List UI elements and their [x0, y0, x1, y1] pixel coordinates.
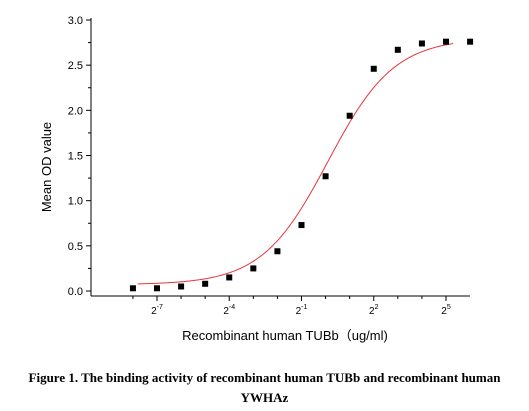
y-tick-label: 1.5 [68, 151, 83, 163]
figure-caption: Figure 1. The binding activity of recomb… [0, 368, 529, 408]
data-point [129, 285, 136, 292]
data-point [178, 283, 185, 290]
x-tick-label: 2-1 [296, 304, 308, 317]
data-point [394, 46, 401, 53]
y-tick-label: 2.0 [68, 105, 83, 117]
data-point [202, 280, 209, 287]
data-point [274, 248, 281, 255]
fit-curve [137, 43, 454, 285]
x-axis-label: Recombinant human TUBb（ug/ml) [182, 328, 388, 343]
data-point [443, 38, 449, 45]
x-tick-label: 2-7 [151, 304, 163, 317]
data-point [346, 112, 353, 119]
data-point [418, 40, 425, 47]
y-tick-label: 1.0 [68, 196, 83, 208]
data-point [322, 173, 329, 180]
caption-line-1: Figure 1. The binding activity of recomb… [28, 370, 501, 385]
x-tick-label: 2-4 [223, 304, 235, 317]
data-point [370, 65, 377, 72]
y-tick-label: 2.5 [68, 60, 83, 72]
caption-line-2: YWHAz [240, 390, 289, 405]
y-tick-label: 3.0 [68, 15, 83, 27]
binding-activity-chart: 0.0 0.5 1.0 1.5 2.0 2.5 3.0 2-7 2-4 2-1 22 25 Recom… [39, 15, 474, 343]
x-tick-label: 25 [441, 304, 451, 317]
y-tick-label: 0.0 [68, 286, 83, 298]
data-point [250, 265, 257, 272]
data-point [153, 285, 160, 292]
y-axis-label: Mean OD value [39, 122, 54, 212]
x-tick-label: 22 [369, 304, 379, 317]
data-point [298, 222, 305, 229]
y-tick-label: 0.5 [68, 241, 83, 253]
data-point [467, 38, 474, 45]
data-point [226, 274, 233, 281]
